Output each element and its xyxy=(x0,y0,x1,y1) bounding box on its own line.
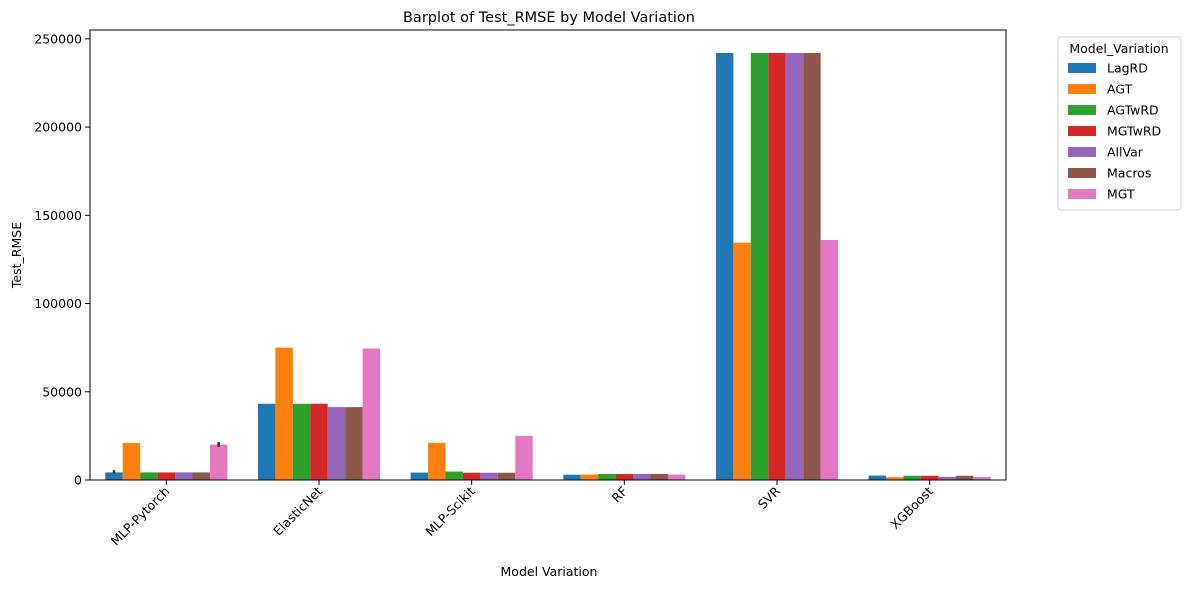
bar-lagrd-svr xyxy=(715,52,734,481)
bar-agtwrd-svr xyxy=(750,52,769,481)
bar-lagrd-xgboost xyxy=(868,475,887,480)
bar-macros-mlp-scikit xyxy=(497,472,516,480)
x-axis-label: Model Variation xyxy=(501,564,598,579)
y-tick-label: 100000 xyxy=(34,296,82,311)
legend-label-lagrd: LagRD xyxy=(1107,61,1148,76)
legend-swatch-mgtwrd xyxy=(1068,126,1096,136)
error-bars-group xyxy=(112,442,220,474)
bar-agt-xgboost xyxy=(886,477,904,480)
bar-macros-svr xyxy=(803,52,821,481)
bar-mgt-mlp-scikit xyxy=(515,435,533,480)
legend-label-allvar: AllVar xyxy=(1107,145,1144,160)
bar-allvar-mlp-pytorch xyxy=(175,472,193,480)
x-tick-label: SVR xyxy=(755,483,784,512)
bar-agtwrd-elasticnet xyxy=(292,403,311,480)
x-tick-label: XGBoost xyxy=(887,483,936,532)
bar-mgtwrd-svr xyxy=(768,52,786,481)
legend-label-agt: AGT xyxy=(1107,82,1133,97)
bar-allvar-rf xyxy=(633,474,651,480)
y-axis: 0 50000 100000 150000 200000 250000 xyxy=(34,31,90,488)
bar-macros-rf xyxy=(650,474,668,480)
legend-swatch-agtwrd xyxy=(1068,105,1096,115)
x-tick-label: RF xyxy=(609,484,631,506)
bar-lagrd-mlp-pytorch xyxy=(105,472,123,480)
bar-mgtwrd-xgboost xyxy=(920,475,939,480)
legend-label-macros: Macros xyxy=(1107,166,1151,181)
bar-lagrd-elasticnet xyxy=(257,403,276,480)
bar-mgtwrd-rf xyxy=(615,474,634,480)
bar-agtwrd-mlp-pytorch xyxy=(140,472,158,480)
legend-items: LagRD AGT AGTwRD MGTwRD AllVar Macros MGT xyxy=(1068,61,1161,202)
legend-swatch-macros xyxy=(1068,168,1096,178)
legend-box xyxy=(1057,36,1182,211)
legend-swatch-allvar xyxy=(1068,147,1096,157)
legend-label-mgt: MGT xyxy=(1107,187,1135,202)
bar-mgt-elasticnet xyxy=(362,348,381,480)
bar-allvar-elasticnet xyxy=(327,407,346,480)
plot-frame xyxy=(89,29,1007,481)
chart-title: Barplot of Test_RMSE by Model Variation xyxy=(403,10,695,26)
bar-agt-rf xyxy=(580,474,599,480)
x-axis: MLP-Pytorch ElasticNet MLP-Scikit RF SVR XGBo… xyxy=(108,480,936,548)
bar-agtwrd-mlp-scikit xyxy=(445,471,463,480)
legend-swatch-agt xyxy=(1068,84,1096,94)
bar-mgtwrd-mlp-pytorch xyxy=(157,472,176,480)
y-tick-label: 250000 xyxy=(34,31,82,46)
bar-mgtwrd-mlp-scikit xyxy=(462,472,481,480)
x-tick-label: MLP-Scikit xyxy=(422,483,478,539)
bar-mgt-mlp-pytorch xyxy=(209,444,228,480)
legend-swatch-mgt xyxy=(1068,189,1096,199)
bar-allvar-mlp-scikit xyxy=(480,472,498,480)
bar-mgt-xgboost xyxy=(973,477,991,480)
y-tick-label: 150000 xyxy=(34,208,82,223)
bar-mgt-rf xyxy=(667,474,686,480)
bar-mgtwrd-elasticnet xyxy=(310,403,328,480)
bar-agt-mlp-pytorch xyxy=(122,442,141,480)
y-tick-label: 0 xyxy=(74,473,82,488)
x-tick-label: ElasticNet xyxy=(270,483,325,538)
legend-swatch-lagrd xyxy=(1068,63,1096,73)
legend-label-agtwrd: AGTwRD xyxy=(1107,103,1159,118)
bar-macros-xgboost xyxy=(955,475,974,480)
bar-agtwrd-xgboost xyxy=(903,475,921,480)
bar-mgt-svr xyxy=(820,240,839,480)
bar-agt-mlp-scikit xyxy=(428,442,446,480)
bar-allvar-xgboost xyxy=(938,476,956,480)
bars-group xyxy=(105,52,991,481)
legend-title: Model_Variation xyxy=(1069,41,1168,56)
y-tick-label: 50000 xyxy=(42,384,82,399)
bar-allvar-svr xyxy=(785,52,804,481)
bar-lagrd-mlp-scikit xyxy=(410,472,429,480)
bar-agt-svr xyxy=(733,242,751,480)
legend-label-mgtwrd: MGTwRD xyxy=(1107,124,1161,139)
x-tick-label: MLP-Pytorch xyxy=(108,484,173,549)
bar-macros-mlp-pytorch xyxy=(192,472,210,480)
bar-lagrd-rf xyxy=(563,474,581,480)
bar-agtwrd-rf xyxy=(598,474,616,480)
y-tick-label: 200000 xyxy=(34,120,82,135)
bar-macros-elasticnet xyxy=(345,407,363,480)
bar-agt-elasticnet xyxy=(275,347,293,480)
legend: Model_Variation LagRD AGT AGTwRD MGTwRD AllV… xyxy=(1057,36,1182,211)
y-axis-label: Test_RMSE xyxy=(9,222,24,289)
